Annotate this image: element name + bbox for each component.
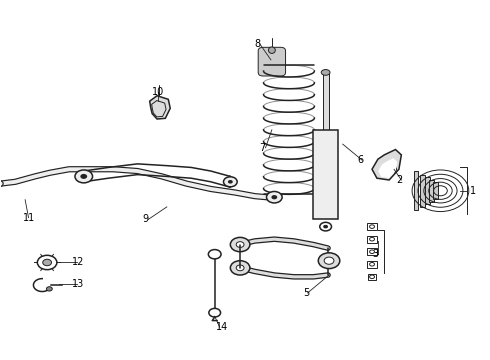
FancyBboxPatch shape xyxy=(258,47,286,76)
Bar xyxy=(368,274,376,280)
Circle shape xyxy=(43,259,51,266)
Circle shape xyxy=(37,255,57,270)
Bar xyxy=(367,236,377,243)
Bar xyxy=(368,261,377,268)
Circle shape xyxy=(236,265,244,271)
Circle shape xyxy=(47,287,52,291)
Ellipse shape xyxy=(321,69,330,75)
Text: 11: 11 xyxy=(23,213,35,222)
Text: 1: 1 xyxy=(470,186,476,196)
Circle shape xyxy=(75,170,93,183)
Bar xyxy=(313,130,338,220)
Circle shape xyxy=(324,257,334,264)
Ellipse shape xyxy=(269,47,275,53)
Polygon shape xyxy=(372,149,401,180)
Bar xyxy=(429,180,434,202)
Text: 3: 3 xyxy=(372,248,378,258)
Text: 9: 9 xyxy=(143,215,148,224)
Text: 5: 5 xyxy=(304,288,310,298)
Circle shape xyxy=(318,253,340,269)
Circle shape xyxy=(323,225,328,228)
Circle shape xyxy=(223,177,237,187)
Circle shape xyxy=(208,249,221,259)
Text: 2: 2 xyxy=(396,175,403,185)
Polygon shape xyxy=(150,96,170,119)
Text: 12: 12 xyxy=(72,257,84,267)
Bar xyxy=(323,72,329,130)
Circle shape xyxy=(230,237,250,252)
Text: 8: 8 xyxy=(255,39,261,49)
Bar xyxy=(420,175,425,207)
Circle shape xyxy=(80,174,87,179)
Bar xyxy=(367,224,377,230)
Bar xyxy=(433,182,438,199)
Bar xyxy=(414,171,418,211)
Bar xyxy=(425,177,430,204)
Text: 7: 7 xyxy=(260,143,266,153)
Text: 10: 10 xyxy=(152,87,165,97)
Circle shape xyxy=(230,261,250,275)
Text: 14: 14 xyxy=(216,322,228,332)
Circle shape xyxy=(267,192,282,203)
Bar xyxy=(367,248,377,255)
Circle shape xyxy=(209,309,221,317)
Text: 6: 6 xyxy=(357,155,364,165)
Circle shape xyxy=(236,242,244,247)
Polygon shape xyxy=(378,158,397,178)
Circle shape xyxy=(271,195,277,199)
Circle shape xyxy=(228,180,233,184)
Text: 13: 13 xyxy=(72,279,84,289)
